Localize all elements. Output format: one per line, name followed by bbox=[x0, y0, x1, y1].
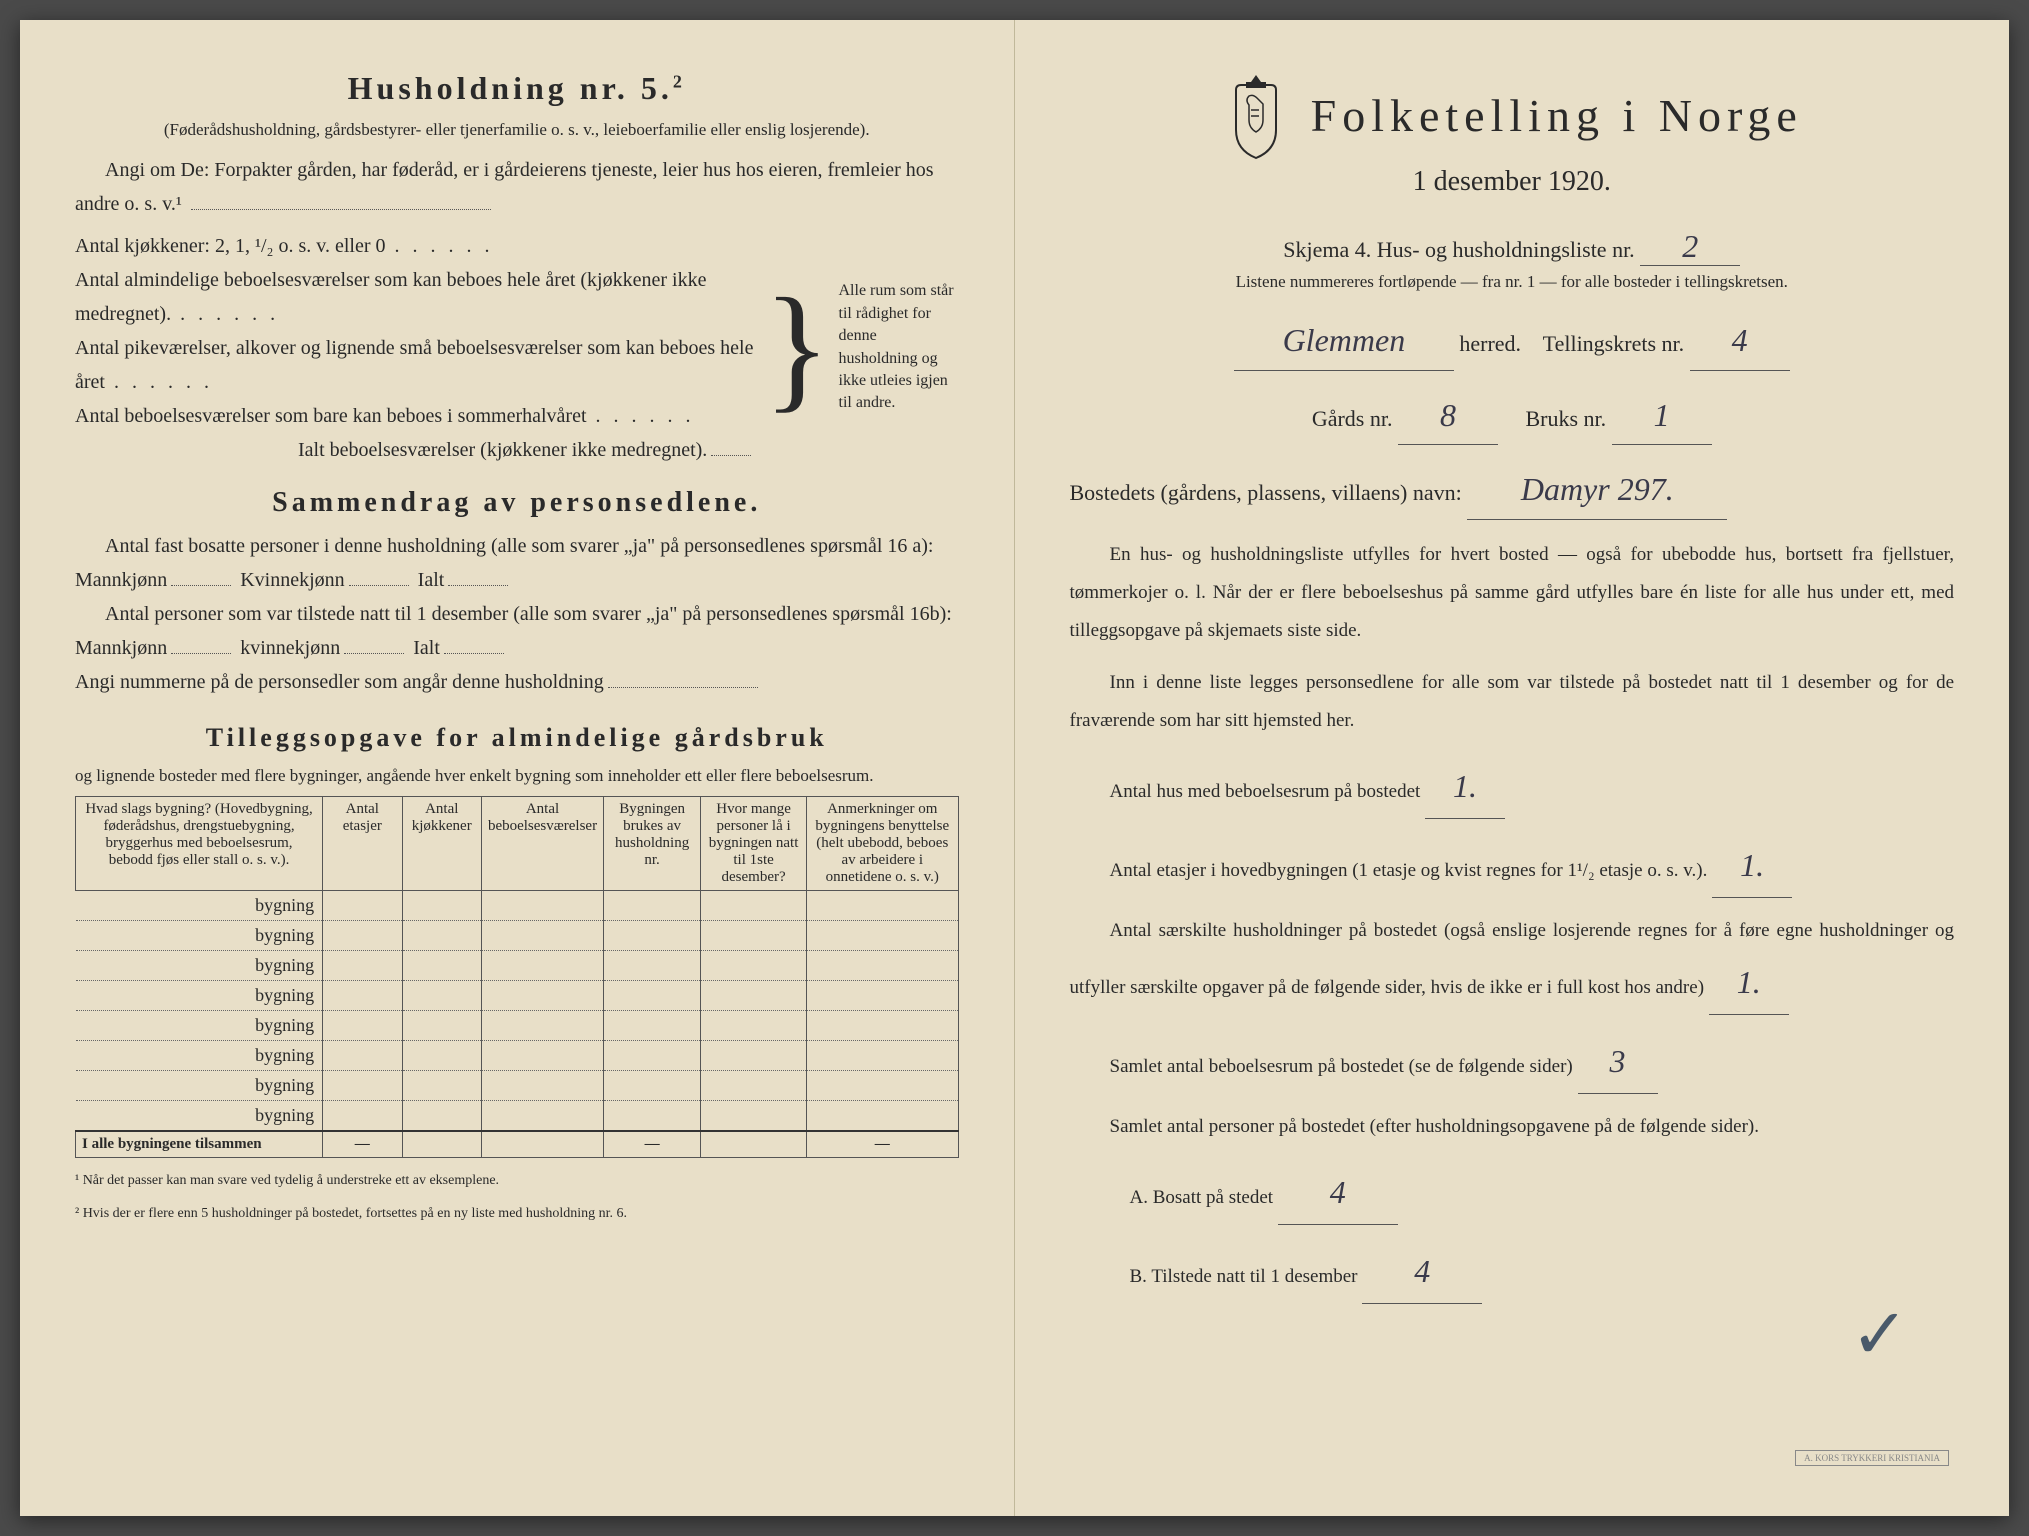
summary-p3: Angi nummerne på de personsedler som ang… bbox=[75, 665, 959, 699]
table-row: bygning bbox=[76, 951, 959, 981]
room-line-2: Antal beboelsesværelser som bare kan beb… bbox=[75, 399, 755, 433]
household-title-sup: 2 bbox=[673, 71, 686, 91]
th-2: Antal kjøkkener bbox=[402, 797, 481, 891]
room-bracket-group: Antal kjøkkener: 2, 1, ¹/₂ o. s. v. elle… bbox=[75, 229, 959, 467]
gards-row: Gårds nr. 8 Bruks nr. 1 bbox=[1070, 387, 1955, 446]
table-row: bygning bbox=[76, 1071, 959, 1101]
table-sum-row: I alle bygningene tilsammen ——— bbox=[76, 1131, 959, 1158]
krets-label: Tellingskrets nr. bbox=[1543, 331, 1684, 356]
bosted-label: Bostedets (gårdens, plassens, villaens) … bbox=[1070, 480, 1462, 505]
q3-value: 1. bbox=[1709, 950, 1789, 1015]
title-row: Folketelling i Norge bbox=[1070, 70, 1955, 160]
form-nr-value: 2 bbox=[1640, 228, 1740, 266]
bracket-icon: } bbox=[763, 278, 830, 418]
th-3: Antal beboelsesværelser bbox=[481, 797, 603, 891]
table-row: bygning bbox=[76, 981, 959, 1011]
kitchen-line: Antal kjøkkener: 2, 1, ¹/₂ o. s. v. elle… bbox=[75, 229, 755, 263]
coat-of-arms-icon bbox=[1221, 70, 1291, 160]
gards-label: Gårds nr. bbox=[1312, 406, 1393, 431]
table-row: bygning bbox=[76, 921, 959, 951]
q2-value: 1. bbox=[1712, 833, 1792, 898]
census-date: 1 desember 1920. bbox=[1070, 166, 1955, 198]
building-table: Hvad slags bygning? (Hovedbygning, føder… bbox=[75, 796, 959, 1158]
bosted-value: Damyr 297. bbox=[1467, 461, 1727, 520]
q5: Samlet antal personer på bostedet (efter… bbox=[1070, 1108, 1955, 1146]
room-total: Ialt beboelsesværelser (kjøkkener ikke m… bbox=[75, 433, 755, 467]
checkmark-icon: ✓ bbox=[1850, 1293, 1909, 1376]
krets-value: 4 bbox=[1690, 312, 1790, 371]
table-row: bygning bbox=[76, 1011, 959, 1041]
q3: Antal særskilte husholdninger på bostede… bbox=[1070, 912, 1955, 1015]
th-6: Anmerkninger om bygningens benyttelse (h… bbox=[807, 797, 958, 891]
table-row: bygning bbox=[76, 1041, 959, 1071]
table-header-row: Hvad slags bygning? (Hovedbygning, føder… bbox=[76, 797, 959, 891]
th-1: Antal etasjer bbox=[323, 797, 402, 891]
form-line: Skjema 4. Hus- og husholdningsliste nr. … bbox=[1070, 228, 1955, 266]
herred-row: Glemmen herred. Tellingskrets nr. 4 bbox=[1070, 312, 1955, 371]
table-row: bygning bbox=[76, 1101, 959, 1132]
qB: B. Tilstede natt til 1 desember 4 bbox=[1130, 1239, 1955, 1304]
left-page: Husholdning nr. 5.2 (Føderådshusholdning… bbox=[20, 20, 1015, 1516]
th-5: Hvor mange personer lå i bygningen natt … bbox=[701, 797, 807, 891]
summary-p1: Antal fast bosatte personer i denne hush… bbox=[75, 529, 959, 597]
main-title: Folketelling i Norge bbox=[1311, 89, 1803, 142]
printer-stamp: A. KORS TRYKKERI KRISTIANIA bbox=[1795, 1450, 1949, 1466]
para-1: En hus- og husholdningsliste utfylles fo… bbox=[1070, 536, 1955, 650]
bruks-label: Bruks nr. bbox=[1525, 406, 1606, 431]
summary-p2: Antal personer som var tilstede natt til… bbox=[75, 597, 959, 665]
bosted-row: Bostedets (gårdens, plassens, villaens) … bbox=[1070, 461, 1955, 520]
qB-value: 4 bbox=[1362, 1239, 1482, 1304]
room-questions: Antal kjøkkener: 2, 1, ¹/₂ o. s. v. elle… bbox=[75, 229, 755, 467]
table-row: bygning bbox=[76, 891, 959, 921]
qA-value: 4 bbox=[1278, 1160, 1398, 1225]
herred-label: herred. bbox=[1459, 331, 1521, 356]
room-line-0: Antal almindelige beboelsesværelser som … bbox=[75, 263, 755, 331]
intro-span: Angi om De: Forpakter gården, har føderå… bbox=[75, 159, 934, 215]
para-2: Inn i denne liste legges personsedlene f… bbox=[1070, 664, 1955, 740]
household-subtitle: (Føderådshusholdning, gårdsbestyrer- ell… bbox=[75, 117, 959, 143]
tillegg-title: Tilleggsopgave for almindelige gårdsbruk bbox=[75, 723, 959, 753]
q4: Samlet antal beboelsesrum på bostedet (s… bbox=[1070, 1029, 1955, 1094]
census-document: Husholdning nr. 5.2 (Føderådshusholdning… bbox=[20, 20, 2009, 1516]
table-body: bygning bygning bygning bygning bygning … bbox=[76, 891, 959, 1158]
bracket-note: Alle rum som står til rådighet for denne… bbox=[839, 280, 959, 414]
room-line-1: Antal pikeværelser, alkover og lignende … bbox=[75, 331, 755, 399]
th-0: Hvad slags bygning? (Hovedbygning, føder… bbox=[76, 797, 323, 891]
intro-fill bbox=[191, 209, 491, 210]
gards-value: 8 bbox=[1398, 387, 1498, 446]
footnote-1: ¹ Når det passer kan man svare ved tydel… bbox=[75, 1170, 959, 1191]
household-title: Husholdning nr. 5.2 bbox=[75, 70, 959, 107]
summary-title: Sammendrag av personsedlene. bbox=[75, 487, 959, 519]
crest-svg bbox=[1221, 70, 1291, 160]
tillegg-sub: og lignende bosteder med flere bygninger… bbox=[75, 763, 959, 789]
herred-value: Glemmen bbox=[1234, 312, 1454, 371]
q1-value: 1. bbox=[1425, 754, 1505, 819]
numbering-instruction: Listene nummereres fortløpende — fra nr.… bbox=[1070, 272, 1955, 292]
q4-value: 3 bbox=[1578, 1029, 1658, 1094]
bruks-value: 1 bbox=[1612, 387, 1712, 446]
household-title-text: Husholdning nr. 5. bbox=[348, 70, 673, 106]
q1: Antal hus med beboelsesrum på bostedet 1… bbox=[1070, 754, 1955, 819]
qA: A. Bosatt på stedet 4 bbox=[1130, 1160, 1955, 1225]
right-page: Folketelling i Norge 1 desember 1920. Sk… bbox=[1015, 20, 2010, 1516]
intro-text: Angi om De: Forpakter gården, har føderå… bbox=[75, 153, 959, 221]
q2: Antal etasjer i hovedbygningen (1 etasje… bbox=[1070, 833, 1955, 898]
th-4: Bygningen brukes av husholdning nr. bbox=[604, 797, 701, 891]
footnote-2: ² Hvis der er flere enn 5 husholdninger … bbox=[75, 1203, 959, 1224]
